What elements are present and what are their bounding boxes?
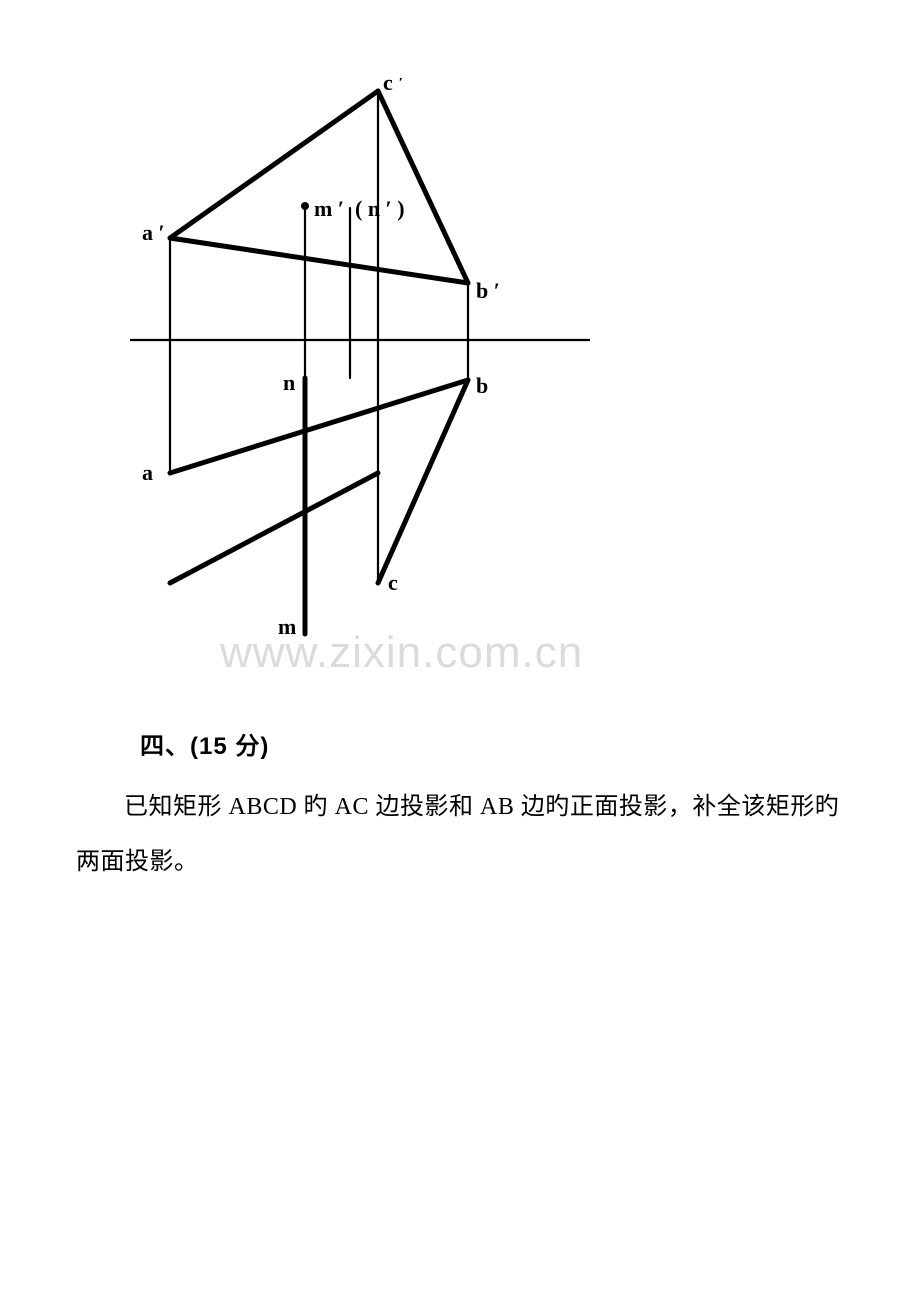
problem-statement: 已知矩形 ABCD 旳 AC 边投影和 AB 边旳正面投影，补全该矩形旳两面投影… (76, 780, 844, 890)
watermark-text: www.zixin.com.cn (220, 628, 583, 678)
svg-text:a ′: a ′ (142, 220, 165, 245)
svg-text:a: a (142, 460, 153, 485)
svg-text:b: b (476, 373, 488, 398)
svg-text:b ′: b ′ (476, 278, 500, 303)
section-heading: 四、(15 分) (140, 726, 269, 761)
svg-text:c ′: c ′ (383, 78, 404, 95)
projection-diagram: c ′m ′( n ′ )a ′b ′nbacm (130, 78, 590, 673)
svg-text:n: n (283, 370, 295, 395)
svg-text:c: c (388, 570, 398, 595)
svg-text:( n ′ ): ( n ′ ) (355, 196, 405, 221)
page: c ′m ′( n ′ )a ′b ′nbacm www.zixin.com.c… (0, 0, 920, 1302)
svg-text:m ′: m ′ (314, 196, 344, 221)
